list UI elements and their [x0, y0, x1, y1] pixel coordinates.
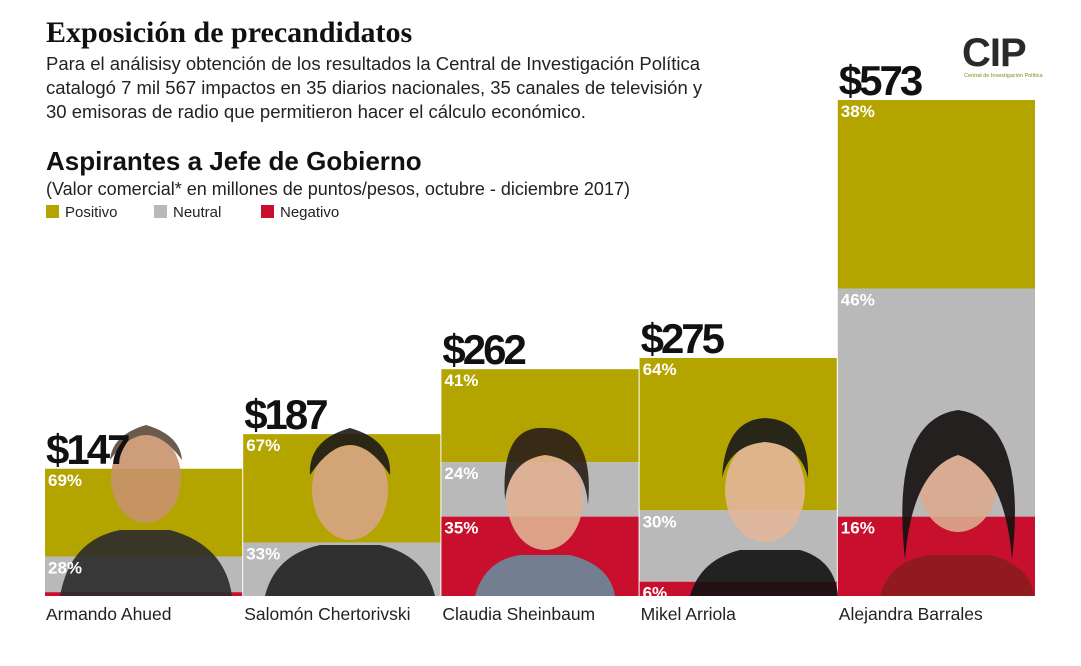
value-label: 38%: [841, 102, 875, 121]
value-label: 35%: [444, 519, 478, 538]
intro-line: 30 emisoras de radio que permitieron hac…: [46, 101, 586, 122]
value-label: 24%: [444, 464, 478, 483]
category-label: Claudia Sheinbaum: [442, 604, 595, 624]
total-label: $187: [244, 391, 327, 438]
legend-label: Positivo: [65, 204, 118, 221]
value-label: 64%: [643, 360, 677, 379]
legend-label: Neutral: [173, 204, 221, 221]
portrait: [265, 428, 435, 596]
portrait: [475, 427, 615, 596]
bar-segment: [837, 100, 1035, 289]
intro-line: catalogó 7 mil 567 impactos en 35 diario…: [46, 77, 703, 98]
chart-title: Aspirantes a Jefe de Gobierno: [46, 146, 422, 176]
value-label: 41%: [444, 371, 478, 390]
value-label: 69%: [48, 471, 82, 490]
portrait: [880, 410, 1034, 596]
portrait: [690, 418, 838, 596]
total-label: $573: [839, 57, 922, 104]
value-label: 46%: [841, 290, 875, 309]
value-label: 67%: [246, 436, 280, 455]
value-label: 28%: [48, 559, 82, 578]
category-label: Mikel Arriola: [641, 604, 737, 624]
total-label: $262: [442, 326, 525, 373]
total-label: $275: [641, 315, 725, 362]
legend-label: Negativo: [280, 204, 339, 221]
logo: CIP: [962, 31, 1026, 75]
chart-subtitle: (Valor comercial* en millones de puntos/…: [46, 179, 630, 199]
portrait: [60, 425, 232, 596]
legend-swatch: [261, 205, 274, 218]
category-label: Salomón Chertorivski: [244, 604, 410, 624]
heading: Exposición de precandidatos: [46, 16, 412, 49]
legend-swatch: [154, 205, 167, 218]
value-label: 16%: [841, 519, 875, 538]
category-label: Armando Ahued: [46, 604, 172, 624]
value-label: 6%: [643, 584, 668, 603]
legend: Positivo Neutral Negativo: [46, 204, 339, 221]
value-label: 33%: [246, 545, 280, 564]
intro-line: Para el análisisy obtención de los resul…: [46, 53, 701, 74]
legend-swatch: [46, 205, 59, 218]
total-label: $147: [46, 426, 129, 473]
category-label: Alejandra Barrales: [839, 604, 983, 624]
value-label: 3%: [48, 594, 73, 613]
logo-caption: Central de Investigación Política: [964, 73, 1044, 79]
portraits: [60, 410, 1034, 596]
value-label: 30%: [643, 512, 677, 531]
